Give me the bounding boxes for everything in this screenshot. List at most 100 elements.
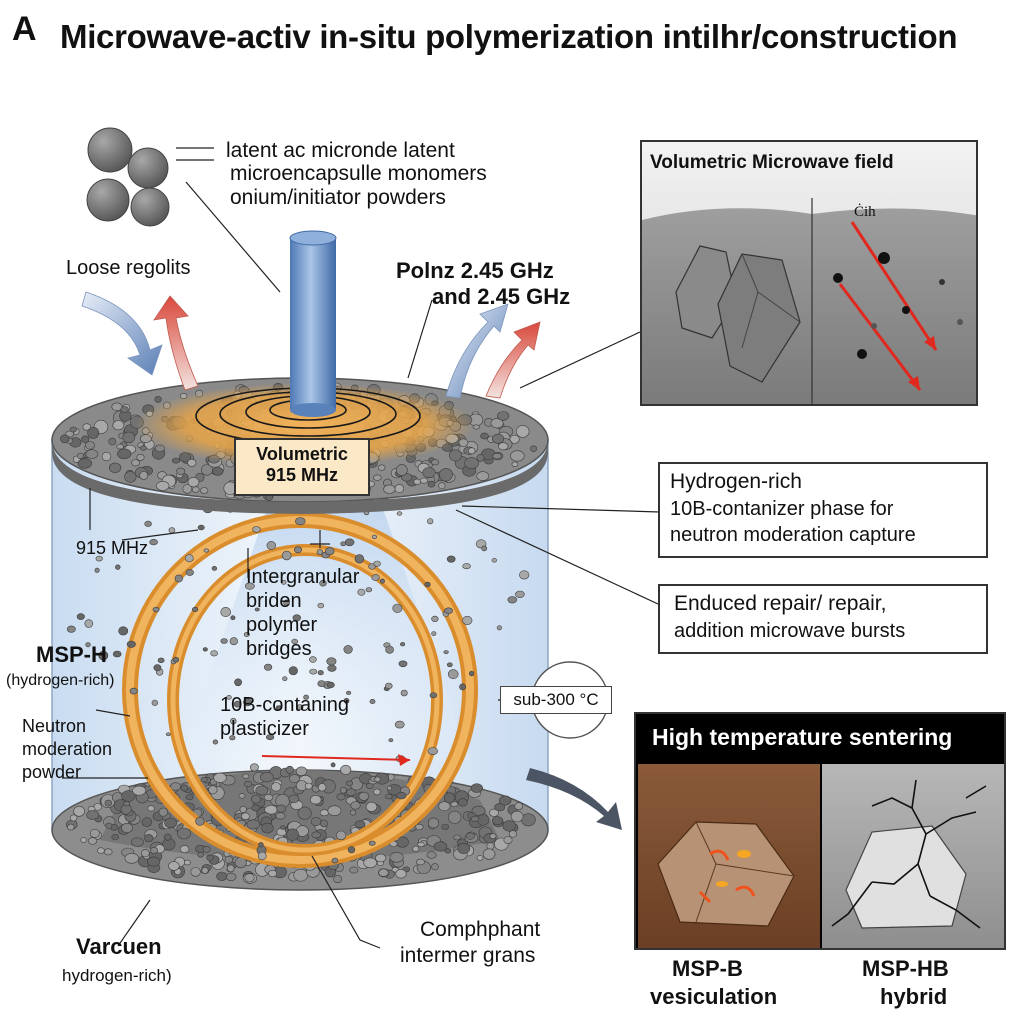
regolith-grain bbox=[401, 473, 413, 482]
msp-hb-label-line2: hybrid bbox=[880, 984, 948, 1009]
regolith-grain bbox=[285, 765, 294, 774]
regolith-grain bbox=[120, 406, 129, 413]
regolith-grain bbox=[87, 426, 100, 439]
regolith-grain bbox=[103, 848, 113, 856]
regolith-grain bbox=[427, 518, 434, 525]
volumetric-915-box: Volumetric 915 MHz bbox=[234, 438, 370, 496]
regolith-grain bbox=[185, 554, 194, 563]
falling-pebbles bbox=[66, 489, 530, 707]
regolith-grain bbox=[192, 606, 199, 612]
capsule-label-line2: microencapsulle monomers bbox=[230, 162, 487, 185]
regolith-grain bbox=[327, 664, 337, 672]
regolith-grain bbox=[438, 482, 446, 490]
regolith-grain bbox=[156, 480, 170, 491]
bridges-label-line2: briden bbox=[246, 590, 302, 612]
regolith-grain bbox=[200, 776, 208, 783]
microwave-rod bbox=[290, 238, 336, 410]
regolith-grain bbox=[275, 705, 283, 710]
regolith-grain bbox=[378, 868, 389, 877]
regolith-grain bbox=[509, 450, 525, 462]
repair-box-line1: Enduced repair/ repair, bbox=[674, 592, 887, 615]
regolith-grain bbox=[73, 805, 85, 817]
regolith-grain bbox=[317, 783, 327, 792]
regolith-grain bbox=[365, 587, 373, 593]
regolith-grain bbox=[225, 872, 237, 882]
regolith-grain bbox=[141, 849, 150, 858]
regolith-grain bbox=[60, 434, 70, 444]
regolith-grain bbox=[238, 793, 246, 799]
regolith-grain bbox=[98, 650, 109, 661]
regolith-grain bbox=[427, 747, 438, 755]
regolith-grain bbox=[446, 555, 456, 563]
regolith-grain bbox=[464, 457, 479, 469]
regolith-grain bbox=[395, 464, 408, 476]
regolith-grain bbox=[211, 566, 218, 571]
regolith-grain bbox=[450, 801, 459, 808]
regolith-grain bbox=[239, 805, 247, 814]
regolith-grain bbox=[136, 453, 145, 461]
regolith-grain bbox=[176, 467, 186, 475]
regolith-grain bbox=[268, 869, 277, 878]
regolith-grain bbox=[424, 581, 431, 588]
regolith-grain bbox=[297, 806, 312, 820]
regolith-grain bbox=[340, 786, 347, 794]
compliant-label-line1: Comphphant bbox=[420, 918, 541, 941]
regolith-grain bbox=[398, 660, 408, 668]
regolith-grain bbox=[66, 625, 76, 633]
regolith-grain bbox=[357, 588, 366, 596]
regolith-grain bbox=[149, 538, 158, 546]
regolith-grain bbox=[489, 833, 497, 840]
regolith-grain bbox=[488, 808, 499, 817]
regolith-grain bbox=[419, 477, 429, 484]
regolith-grain bbox=[441, 823, 450, 830]
regolith-grain bbox=[168, 527, 176, 534]
regolith-grain bbox=[317, 602, 325, 609]
regolith-grain bbox=[511, 461, 519, 467]
volumetric-box-line1: Volumetric bbox=[256, 444, 348, 464]
ring-pebbles bbox=[126, 534, 466, 864]
regolith-grain bbox=[69, 426, 77, 433]
regolith-grain bbox=[266, 540, 276, 550]
regolith-grain bbox=[254, 607, 260, 612]
regolith-grain bbox=[118, 626, 129, 636]
microwave-field-mark: Ċih bbox=[854, 204, 876, 220]
regolith-grain bbox=[508, 830, 517, 838]
regolith-grain bbox=[112, 650, 122, 658]
regolith-grain bbox=[185, 569, 194, 576]
regolith-grain bbox=[241, 812, 250, 820]
regolith-grain bbox=[346, 788, 357, 797]
regolith-grain bbox=[496, 625, 503, 631]
regolith-grain bbox=[224, 855, 234, 864]
regolith-grain bbox=[371, 534, 378, 540]
regolith-grain bbox=[140, 445, 147, 451]
regolith-grain bbox=[400, 642, 406, 647]
regolith-grain bbox=[476, 454, 485, 462]
regolith-grain bbox=[371, 574, 380, 581]
regolith-grain bbox=[365, 801, 378, 812]
regolith-grain bbox=[336, 793, 346, 801]
regolith-grain bbox=[396, 511, 403, 516]
regolith-grain bbox=[87, 837, 98, 845]
regolith-grain bbox=[426, 851, 437, 859]
regolith-grain bbox=[101, 451, 112, 462]
regolith-grain bbox=[384, 682, 393, 690]
bridges-label-line4: bridges bbox=[246, 638, 312, 660]
msph-subtitle: (hydrogen-rich) bbox=[6, 672, 115, 689]
regolith-grain bbox=[349, 809, 357, 816]
regolith-grain bbox=[259, 771, 274, 783]
regolith-grain bbox=[131, 459, 140, 467]
field-arrow-1 bbox=[850, 221, 938, 351]
regolith-grain bbox=[431, 863, 439, 871]
regolith-grain bbox=[216, 871, 228, 881]
regolith-grain bbox=[288, 794, 300, 803]
blue-inflow-arrow-left bbox=[81, 291, 163, 376]
regolith-grain bbox=[126, 640, 136, 648]
regolith-grain bbox=[249, 763, 259, 772]
regolith-grain bbox=[144, 834, 154, 843]
regolith-grain bbox=[288, 774, 300, 783]
regolith-grain bbox=[288, 666, 298, 676]
regolith-grain bbox=[330, 762, 336, 768]
regolith-grain bbox=[492, 452, 502, 460]
regolith-grain bbox=[200, 487, 209, 494]
